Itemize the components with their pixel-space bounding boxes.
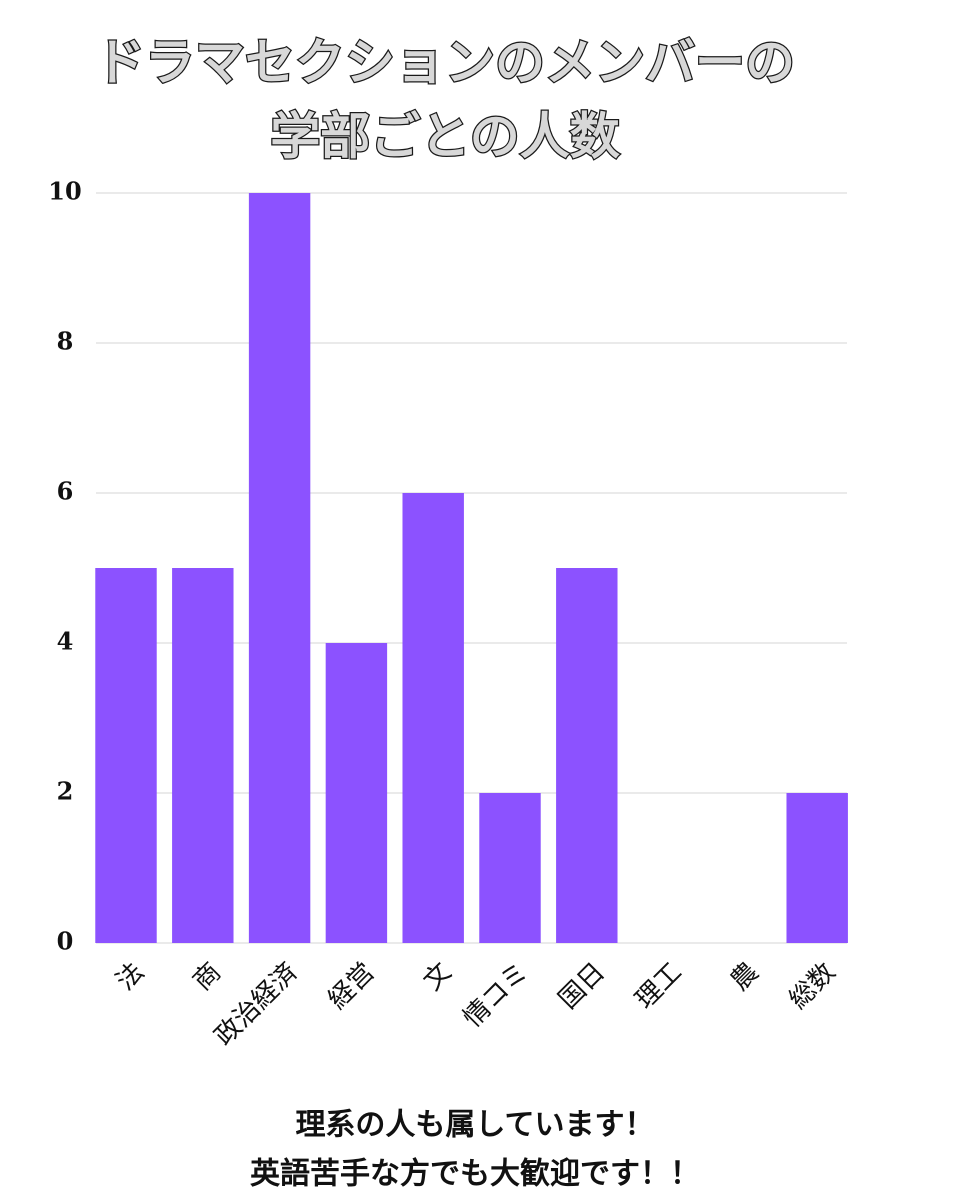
x-tick-label: 法 xyxy=(111,957,151,997)
x-tick-label: 理工 xyxy=(630,957,688,1015)
x-tick-label: 政治経済 xyxy=(209,957,304,1052)
x-tick-label: 商 xyxy=(187,957,227,997)
x-tick-label: 総数 xyxy=(783,957,841,1015)
bar xyxy=(479,793,541,943)
y-tick-label: 6 xyxy=(57,477,74,506)
bar xyxy=(325,643,388,943)
y-tick-label: 4 xyxy=(57,627,74,656)
bar xyxy=(402,493,464,943)
x-tick-label: 国日 xyxy=(553,957,611,1015)
bar xyxy=(95,568,157,943)
y-tick-label: 10 xyxy=(48,177,81,206)
x-tick-label: 情コミ xyxy=(458,957,534,1033)
annotation: 英語苦手な方でも大歓迎です！！ xyxy=(250,1157,700,1192)
y-tick-label: 8 xyxy=(57,327,74,356)
bar xyxy=(172,568,234,943)
x-tick-label: 経営 xyxy=(323,957,381,1015)
chart-title: ドラマセクションのメンバーの xyxy=(95,34,795,92)
y-tick-label: 2 xyxy=(57,777,74,806)
bar xyxy=(786,793,848,943)
x-tick-label: 文 xyxy=(418,957,458,997)
bar xyxy=(556,568,618,943)
chart-title: 学部ごとの人数 xyxy=(270,108,620,166)
x-tick-label: 農 xyxy=(725,957,765,997)
y-tick-label: 0 xyxy=(57,927,74,956)
annotation: 理系の人も属しています！ xyxy=(295,1108,654,1143)
bar xyxy=(248,193,311,943)
